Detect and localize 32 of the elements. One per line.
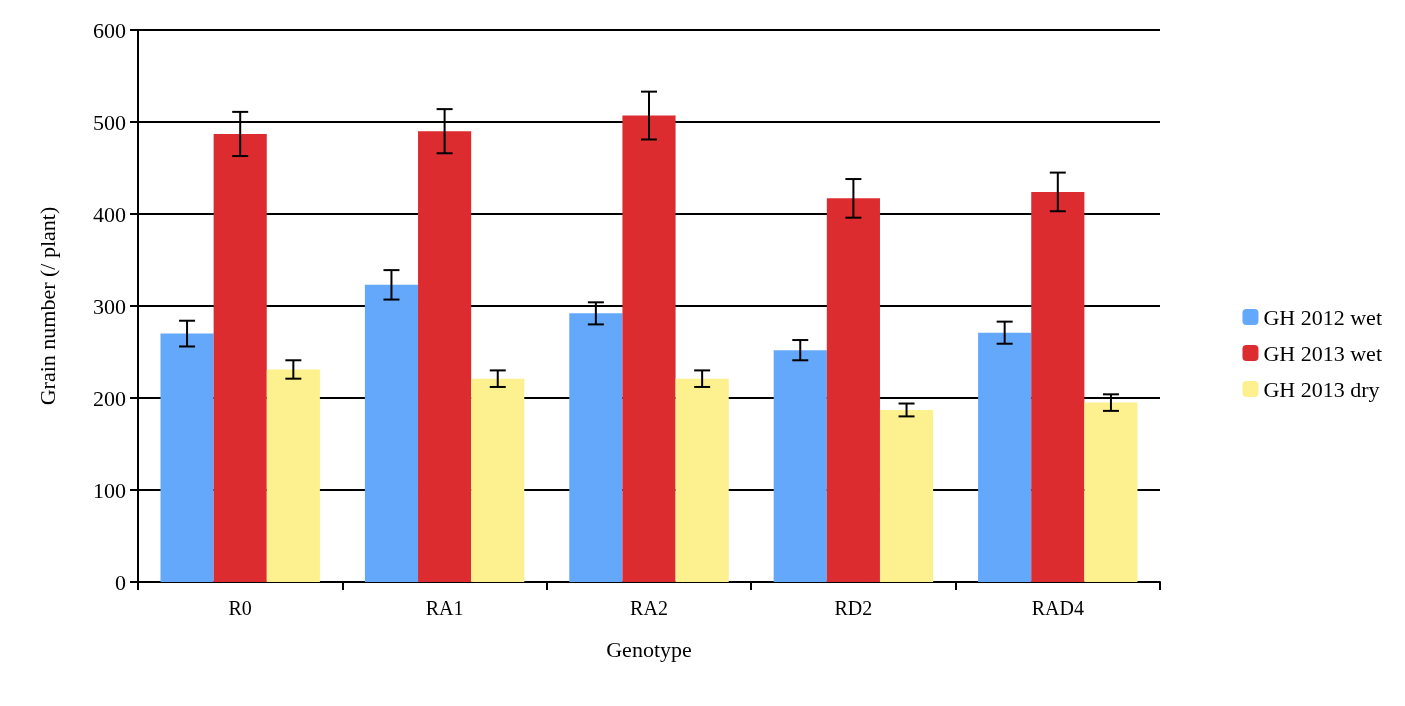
bar bbox=[773, 350, 827, 582]
y-tick-label: 0 bbox=[115, 569, 126, 595]
bar bbox=[675, 378, 729, 582]
y-tick-label: 300 bbox=[93, 293, 126, 319]
bar bbox=[160, 333, 214, 582]
legend-label: GH 2013 wet bbox=[1263, 340, 1383, 366]
y-tick-label: 100 bbox=[93, 477, 126, 503]
x-tick-label: R0 bbox=[228, 597, 252, 619]
bar bbox=[1084, 402, 1138, 582]
bar bbox=[879, 409, 934, 582]
legend-label: GH 2012 wet bbox=[1263, 304, 1383, 330]
x-tick-label: RA1 bbox=[425, 597, 464, 619]
bar bbox=[364, 284, 419, 582]
y-tick-label: 500 bbox=[93, 109, 126, 135]
x-tick-label: RA2 bbox=[630, 597, 668, 619]
bar bbox=[978, 332, 1032, 582]
y-axis-title: Grain number (/ plant) bbox=[34, 206, 60, 406]
bar bbox=[826, 198, 880, 582]
y-tick-label: 600 bbox=[93, 17, 126, 43]
bar bbox=[418, 131, 472, 582]
bar bbox=[569, 313, 623, 582]
bar bbox=[213, 133, 267, 582]
bar bbox=[471, 378, 525, 582]
bar bbox=[622, 115, 676, 582]
bar bbox=[1031, 191, 1085, 582]
x-axis-title: Genotype bbox=[606, 636, 692, 662]
y-tick-label: 400 bbox=[93, 201, 126, 227]
x-tick-label: RAD4 bbox=[1031, 597, 1084, 619]
bar bbox=[266, 369, 320, 582]
y-tick-label: 200 bbox=[93, 385, 126, 411]
legend-label: GH 2013 dry bbox=[1263, 376, 1380, 402]
x-tick-label: RD2 bbox=[834, 597, 873, 619]
